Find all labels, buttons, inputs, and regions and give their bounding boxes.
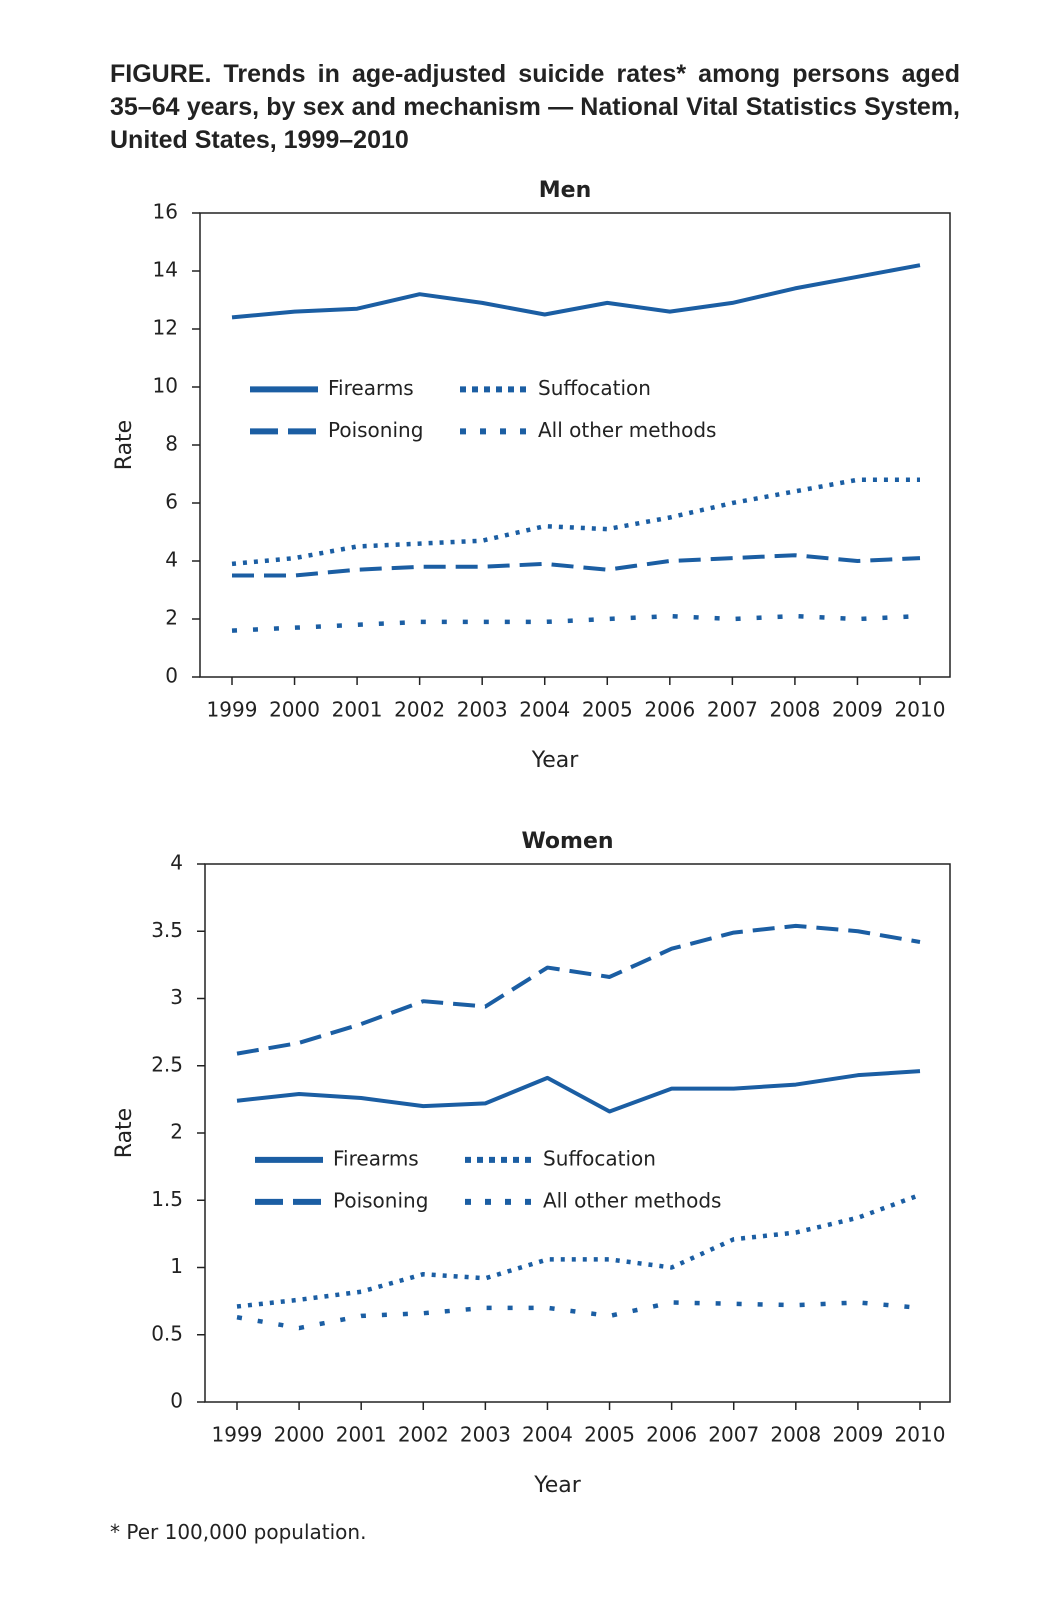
series-line <box>236 1069 921 1114</box>
x-tick-label: 2009 <box>832 1423 883 1447</box>
x-tick-label: 2001 <box>332 698 383 722</box>
legend-label: Suffocation <box>543 1146 656 1170</box>
x-tick-label: 2007 <box>707 698 758 722</box>
y-tick-label: 2 <box>170 1120 183 1144</box>
footnote: * Per 100,000 population. <box>110 1520 367 1544</box>
legend-label: Firearms <box>328 376 414 400</box>
legend-label: Poisoning <box>328 418 423 442</box>
x-tick-label: 2005 <box>584 1423 635 1447</box>
x-tick-label: 2001 <box>336 1423 387 1447</box>
series-line <box>232 553 921 578</box>
y-tick-label: 0.5 <box>151 1321 183 1345</box>
x-tick-label: 2003 <box>460 1423 511 1447</box>
legend-label: All other methods <box>538 418 716 442</box>
x-tick-label: 2006 <box>644 698 695 722</box>
x-axis-title: Year <box>531 748 580 773</box>
y-tick-label: 12 <box>153 316 178 340</box>
x-tick-label: 2003 <box>457 698 508 722</box>
x-tick-label: 2008 <box>769 698 820 722</box>
y-axis-title: Rate <box>112 1108 137 1158</box>
y-tick-label: 1 <box>170 1254 183 1278</box>
x-tick-label: 2008 <box>770 1423 821 1447</box>
y-tick-label: 0 <box>170 1389 183 1413</box>
x-tick-label: 2007 <box>708 1423 759 1447</box>
y-tick-label: 2 <box>165 606 178 630</box>
y-tick-label: 14 <box>153 258 178 282</box>
chart-title: Men <box>539 178 591 203</box>
x-tick-label: 2005 <box>582 698 633 722</box>
x-tick-label: 2000 <box>274 1423 325 1447</box>
y-tick-label: 4 <box>165 548 178 572</box>
y-tick-label: 4 <box>170 851 183 875</box>
x-tick-label: 2004 <box>522 1423 573 1447</box>
plot-frame <box>199 212 951 678</box>
y-tick-label: 1.5 <box>151 1187 183 1211</box>
legend-label: All other methods <box>543 1188 721 1212</box>
series-line <box>231 477 920 567</box>
y-tick-label: 8 <box>165 432 178 456</box>
legend-label: Suffocation <box>538 376 651 400</box>
x-tick-label: 2009 <box>832 698 883 722</box>
y-tick-label: 6 <box>165 490 178 514</box>
x-tick-label: 2010 <box>895 698 946 722</box>
x-tick-label: 1999 <box>207 698 258 722</box>
x-tick-label: 2010 <box>895 1423 946 1447</box>
x-tick-label: 2004 <box>519 698 570 722</box>
x-tick-label: 2006 <box>646 1423 697 1447</box>
y-tick-label: 0 <box>165 664 178 688</box>
legend-label: Poisoning <box>333 1188 428 1212</box>
x-axis-title: Year <box>533 1473 582 1498</box>
series-line <box>236 923 921 1056</box>
chart-title: Women <box>521 829 613 854</box>
series-line <box>236 1300 921 1331</box>
x-tick-label: 1999 <box>212 1423 263 1447</box>
x-tick-label: 2002 <box>394 698 445 722</box>
figure-title: FIGURE. Trends in age-adjusted suicide r… <box>110 60 960 154</box>
y-tick-label: 3 <box>170 985 183 1009</box>
series-line <box>231 613 921 633</box>
y-axis-title: Rate <box>112 420 137 470</box>
legend-label: Firearms <box>333 1146 419 1170</box>
y-tick-label: 10 <box>153 374 178 398</box>
y-tick-label: 2.5 <box>151 1052 183 1076</box>
y-tick-label: 16 <box>153 200 178 224</box>
series-line <box>231 263 921 320</box>
x-tick-label: 2002 <box>398 1423 449 1447</box>
y-tick-label: 3.5 <box>151 918 183 942</box>
x-tick-label: 2000 <box>269 698 320 722</box>
plot-frame <box>204 863 951 1403</box>
